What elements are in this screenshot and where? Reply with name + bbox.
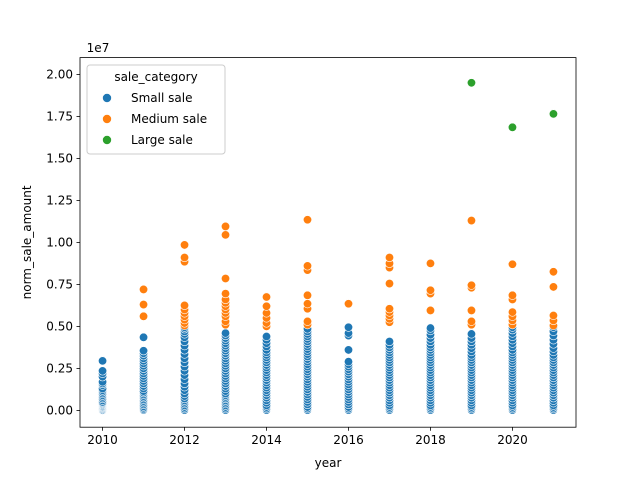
legend-label-large-sale: Large sale: [131, 133, 193, 147]
y-tick-label: 1.00: [46, 236, 73, 250]
y-tick-label: 0.50: [46, 320, 73, 334]
point-medium-sale: [180, 300, 190, 310]
legend-box: [86, 64, 226, 155]
y-tick-label: 0.75: [46, 278, 73, 292]
y-tick-label: 0.25: [46, 362, 73, 376]
point-medium-sale: [302, 215, 312, 225]
point-medium-sale: [139, 284, 149, 294]
y-tick-label: 2.00: [46, 68, 73, 82]
point-medium-sale: [262, 301, 272, 311]
point-medium-sale: [302, 299, 312, 309]
point-small-sale: [466, 329, 476, 339]
point-medium-sale: [221, 221, 231, 231]
point-medium-sale: [221, 289, 231, 299]
point-small-sale: [98, 356, 108, 366]
x-tick-label: 2014: [251, 433, 282, 447]
y-axis-label: norm_sale_amount: [20, 185, 34, 299]
point-small-sale: [139, 332, 149, 342]
point-small-sale: [384, 337, 394, 347]
point-medium-sale: [139, 311, 149, 321]
x-tick-label: 2012: [169, 433, 200, 447]
point-medium-sale: [548, 267, 558, 277]
y-axis-ticks: 0.00 0.25 0.50 0.75 1.00 1.25 1.50 1.75 2.00: [46, 68, 80, 418]
point-small-sale: [262, 331, 272, 341]
data-points: [98, 78, 558, 415]
point-large-sale: [507, 122, 517, 132]
y-offset-label: 1e7: [87, 41, 110, 55]
point-medium-sale: [384, 253, 394, 263]
point-medium-sale: [466, 280, 476, 290]
y-tick-label: 1.75: [46, 110, 73, 124]
point-large-sale: [466, 78, 476, 88]
legend-marker-large-sale: [102, 135, 112, 145]
point-medium-sale: [425, 285, 435, 295]
y-tick-label: 1.25: [46, 194, 73, 208]
x-tick-label: 2018: [415, 433, 446, 447]
point-medium-sale: [425, 305, 435, 315]
point-medium-sale: [548, 282, 558, 292]
point-small-sale: [343, 345, 353, 355]
point-medium-sale: [425, 258, 435, 268]
point-medium-sale: [507, 259, 517, 269]
x-tick-label: 2010: [87, 433, 118, 447]
point-medium-sale: [262, 292, 272, 302]
point-medium-sale: [343, 299, 353, 309]
point-medium-sale: [302, 290, 312, 300]
point-medium-sale: [466, 305, 476, 315]
point-small-sale: [139, 346, 149, 356]
y-tick-label: 1.50: [46, 152, 73, 166]
point-medium-sale: [384, 304, 394, 314]
point-medium-sale: [466, 316, 476, 326]
legend-label-medium-sale: Medium sale: [131, 112, 207, 126]
legend-title: sale_category: [114, 70, 197, 84]
point-medium-sale: [221, 230, 231, 240]
x-axis-label: year: [315, 456, 342, 470]
point-medium-sale: [302, 261, 312, 271]
legend-marker-medium-sale: [102, 114, 112, 124]
legend-marker-small-sale: [102, 93, 112, 103]
legend: sale_category Small sale Medium sale Lar…: [86, 64, 226, 155]
point-small-sale: [425, 323, 435, 333]
point-small-sale: [343, 322, 353, 332]
point-medium-sale: [507, 307, 517, 317]
point-medium-sale: [221, 274, 231, 284]
point-large-sale: [548, 109, 558, 119]
point-medium-sale: [139, 300, 149, 310]
point-small-sale: [98, 366, 108, 376]
x-tick-label: 2020: [497, 433, 528, 447]
x-axis-ticks: 2010 2012 2014 2016 2018 2020: [87, 427, 528, 447]
point-medium-sale: [548, 310, 558, 320]
point-medium-sale: [384, 279, 394, 289]
point-medium-sale: [466, 216, 476, 226]
point-small-sale: [343, 357, 353, 367]
legend-label-small-sale: Small sale: [131, 91, 192, 105]
point-medium-sale: [180, 253, 190, 263]
point-medium-sale: [302, 316, 312, 326]
point-medium-sale: [507, 290, 517, 300]
point-medium-sale: [180, 240, 190, 250]
point-small-sale: [221, 328, 231, 338]
y-tick-label: 0.00: [46, 404, 73, 418]
x-tick-label: 2016: [333, 433, 364, 447]
